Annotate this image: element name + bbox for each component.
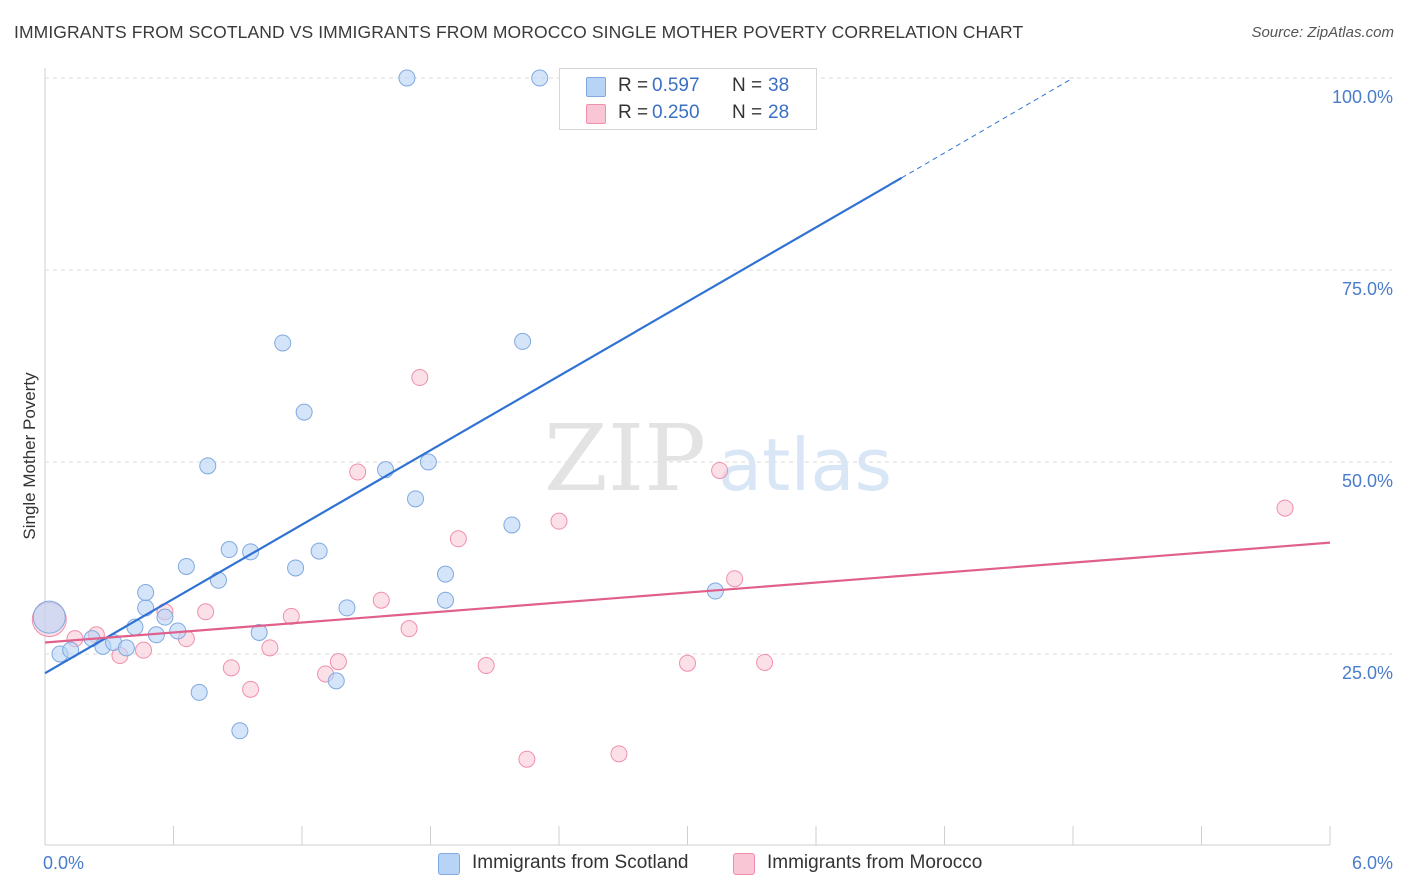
- scotland-point: [407, 490, 425, 508]
- n-value: 28: [768, 102, 790, 123]
- morocco-point: [329, 653, 347, 671]
- scotland-point: [436, 565, 454, 583]
- morocco-point: [197, 603, 215, 621]
- y-axis-label: Single Mother Poverty: [20, 372, 39, 540]
- scotland-swatch: [438, 853, 460, 875]
- y-tick-label: 100.0%: [1332, 87, 1393, 107]
- x-tick-label: 0.0%: [43, 853, 84, 873]
- morocco-swatch: [733, 853, 755, 875]
- morocco-point: [477, 657, 495, 675]
- morocco-point: [518, 750, 536, 768]
- gridlines: [45, 77, 1392, 655]
- x-tick-label: 6.0%: [1352, 853, 1393, 873]
- y-tick-labels: 25.0% 50.0% 75.0% 100.0%: [1332, 87, 1393, 683]
- scotland-point: [177, 557, 195, 575]
- y-tick-label: 50.0%: [1342, 471, 1393, 491]
- watermark-zip: ZIP: [544, 405, 706, 512]
- scotland-point: [327, 672, 345, 690]
- r-label: R =: [618, 102, 649, 123]
- morocco-swatch: [586, 104, 606, 124]
- scotland-point: [137, 584, 155, 602]
- morocco-point: [726, 570, 744, 588]
- morocco-point: [411, 369, 429, 387]
- scotland-trendline-extension: [901, 77, 1074, 179]
- morocco-point: [349, 463, 367, 481]
- n-label: N =: [732, 102, 763, 123]
- legend-label: Immigrants from Scotland: [472, 852, 689, 873]
- y-tick-label: 25.0%: [1342, 663, 1393, 683]
- scotland-point: [231, 722, 249, 740]
- scotland-point: [310, 542, 328, 560]
- scotland-point: [531, 69, 549, 87]
- series-scotland-points: [32, 69, 724, 740]
- y-tick-label: 75.0%: [1342, 279, 1393, 299]
- scotland-point: [199, 457, 217, 475]
- morocco-point: [711, 461, 729, 479]
- n-value: 38: [768, 75, 790, 96]
- morocco-trendline: [44, 541, 1331, 644]
- scotland-point: [338, 599, 356, 617]
- correlation-legend: R = 0.597 N = 38 R = 0.250 N = 28: [559, 68, 817, 130]
- n-label: N =: [732, 75, 763, 96]
- legend-label: Immigrants from Morocco: [767, 852, 983, 873]
- scotland-point: [419, 453, 437, 471]
- morocco-point: [679, 654, 696, 672]
- morocco-point: [449, 530, 467, 548]
- scotland-point: [137, 599, 155, 617]
- scotland-point: [117, 639, 135, 657]
- morocco-point: [610, 745, 628, 763]
- morocco-point: [222, 659, 240, 677]
- r-value: 0.250: [652, 102, 700, 123]
- chart-title: IMMIGRANTS FROM SCOTLAND VS IMMIGRANTS F…: [14, 22, 1024, 42]
- scotland-trendline: [44, 176, 903, 675]
- x-tick-labels: 0.0% 6.0%: [43, 853, 1393, 873]
- watermark: ZIP atlas: [544, 405, 892, 512]
- morocco-point: [261, 639, 279, 657]
- morocco-point: [550, 512, 568, 530]
- scotland-point: [32, 600, 66, 634]
- watermark-atlas: atlas: [718, 423, 892, 507]
- scotland-point: [436, 591, 454, 609]
- axes: [44, 68, 1331, 846]
- morocco-point: [135, 641, 153, 659]
- morocco-point: [372, 591, 390, 609]
- scotland-point: [295, 403, 313, 421]
- r-label: R =: [618, 75, 649, 96]
- morocco-point: [400, 620, 418, 638]
- scotland-point: [209, 571, 227, 589]
- r-value: 0.597: [652, 75, 700, 96]
- scotland-point: [274, 334, 292, 352]
- morocco-point: [756, 653, 774, 671]
- scotland-point: [220, 541, 238, 559]
- morocco-point: [1276, 499, 1294, 517]
- scotland-point: [514, 332, 532, 350]
- scotland-point: [287, 559, 305, 577]
- source-label: Source: ZipAtlas.com: [1251, 24, 1394, 41]
- scotland-swatch: [586, 77, 606, 97]
- scotland-point: [503, 516, 521, 534]
- morocco-point: [242, 680, 260, 698]
- scotland-point: [398, 69, 416, 87]
- trendlines: [44, 77, 1331, 675]
- scotland-point: [190, 683, 208, 701]
- scotland-point: [156, 608, 174, 626]
- scotland-point: [250, 623, 268, 641]
